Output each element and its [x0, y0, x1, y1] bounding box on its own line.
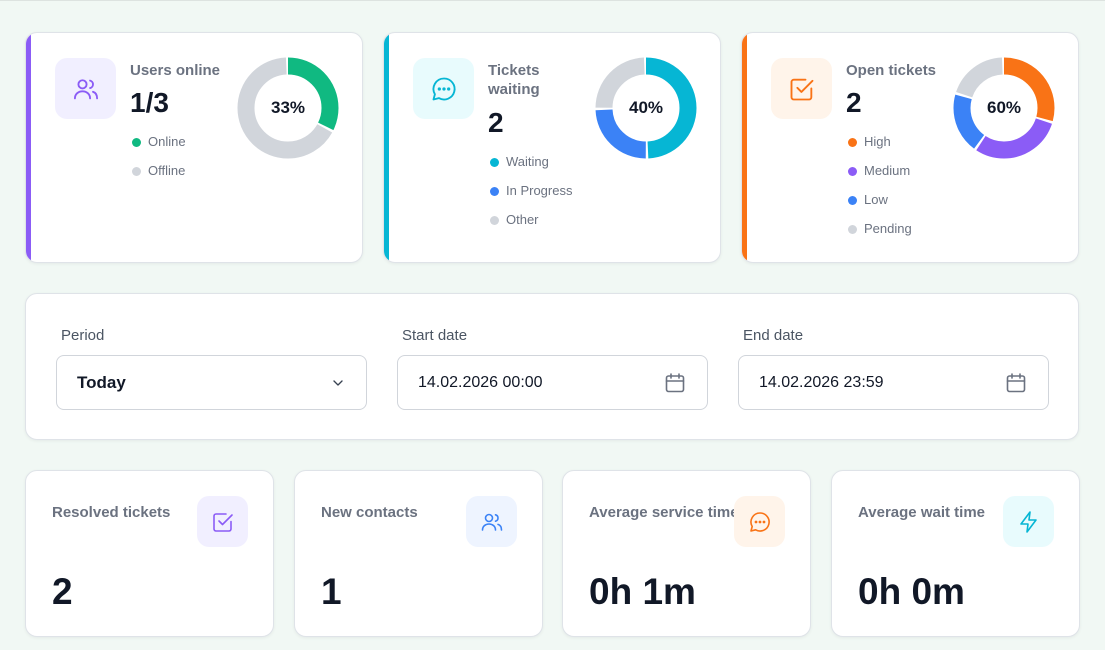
legend-dot: [490, 158, 499, 167]
period-label: Period: [61, 327, 105, 344]
legend-item-online: Online: [130, 133, 186, 162]
stat-label: Tickets waiting: [488, 62, 540, 98]
stat-card-users-online: Users online 1/3 Online Offline 33%: [25, 32, 363, 263]
metric-card-resolved-tickets: Resolved tickets 2: [25, 470, 274, 637]
metric-value: 1: [321, 571, 342, 612]
legend-item-high: High: [846, 133, 912, 162]
legend-item-pending: Pending: [846, 220, 912, 249]
metric-label: Resolved tickets: [52, 504, 171, 521]
metric-label: New contacts: [321, 504, 418, 521]
date-filter-panel: Period Today Start date 14.02.2026 00:00…: [25, 293, 1079, 440]
legend-item-medium: Medium: [846, 162, 912, 191]
period-select[interactable]: Today: [56, 355, 367, 410]
card-accent-bar: [742, 33, 747, 262]
legend-dot: [848, 138, 857, 147]
checkbox-icon: [197, 496, 248, 547]
stat-value: 1/3: [130, 87, 169, 118]
donut-slice: [237, 57, 339, 159]
metric-value: 0h 0m: [858, 571, 965, 612]
chat-bubble-icon: [734, 496, 785, 547]
lightning-icon: [1003, 496, 1054, 547]
donut-slice: [953, 57, 1055, 159]
stat-value: 2: [488, 107, 504, 138]
donut-slice: [953, 57, 1055, 159]
stat-value: 2: [846, 87, 862, 118]
metric-value: 0h 1m: [589, 571, 696, 612]
donut-percent-label: 33%: [270, 98, 306, 117]
users-icon: [466, 496, 517, 547]
period-select-value: Today: [77, 372, 126, 392]
legend-dot: [848, 167, 857, 176]
start-date-label: Start date: [402, 327, 468, 344]
metric-card-average-wait-time: Average wait time 0h 0m: [831, 470, 1080, 637]
donut-legend: Waiting In Progress Other: [488, 153, 572, 240]
calendar-icon[interactable]: [1004, 371, 1028, 395]
users-icon: [55, 58, 116, 119]
donut-slice: [237, 57, 339, 159]
metric-value: 2: [52, 571, 73, 612]
legend-item-low: Low: [846, 191, 912, 220]
donut-chart-open-tickets: [953, 57, 1055, 159]
legend-dot: [132, 138, 141, 147]
stat-card-open-tickets: Open tickets 2 High Medium Low Pending 6…: [741, 32, 1079, 263]
metric-card-average-service-time: Average service time 0h 1m: [562, 470, 811, 637]
calendar-icon[interactable]: [663, 371, 687, 395]
checkbox-icon: [771, 58, 832, 119]
legend-item-other: Other: [488, 211, 572, 240]
legend-dot: [132, 167, 141, 176]
stat-card-tickets-waiting: Tickets waiting 2 Waiting In Progress Ot…: [383, 32, 721, 263]
stat-label: Open tickets: [846, 62, 937, 79]
donut-slice: [953, 57, 1055, 159]
donut-legend: Online Offline: [130, 133, 186, 191]
donut-chart-tickets-waiting: [595, 57, 697, 159]
legend-dot: [848, 225, 857, 234]
donut-chart-users: [237, 57, 339, 159]
metric-label: Average wait time: [858, 504, 985, 521]
end-date-input[interactable]: 14.02.2026 23:59: [738, 355, 1049, 410]
legend-dot: [490, 187, 499, 196]
legend-dot: [848, 196, 857, 205]
legend-item-in-progress: In Progress: [488, 182, 572, 211]
donut-percent-label: 40%: [628, 98, 664, 117]
end-date-value: 14.02.2026 23:59: [759, 373, 884, 391]
legend-dot: [490, 216, 499, 225]
card-accent-bar: [26, 33, 31, 262]
chevron-down-icon: [330, 375, 346, 391]
start-date-value: 14.02.2026 00:00: [418, 373, 543, 391]
donut-percent-label: 60%: [986, 98, 1022, 117]
metric-card-new-contacts: New contacts 1: [294, 470, 543, 637]
card-accent-bar: [384, 33, 389, 262]
chat-bubble-icon: [413, 58, 474, 119]
start-date-input[interactable]: 14.02.2026 00:00: [397, 355, 708, 410]
metric-label: Average service time: [589, 504, 739, 521]
end-date-label: End date: [743, 327, 804, 344]
donut-slice: [595, 57, 697, 159]
donut-legend: High Medium Low Pending: [846, 133, 912, 249]
legend-item-offline: Offline: [130, 162, 186, 191]
stat-label: Users online: [130, 62, 221, 79]
legend-item-waiting: Waiting: [488, 153, 572, 182]
